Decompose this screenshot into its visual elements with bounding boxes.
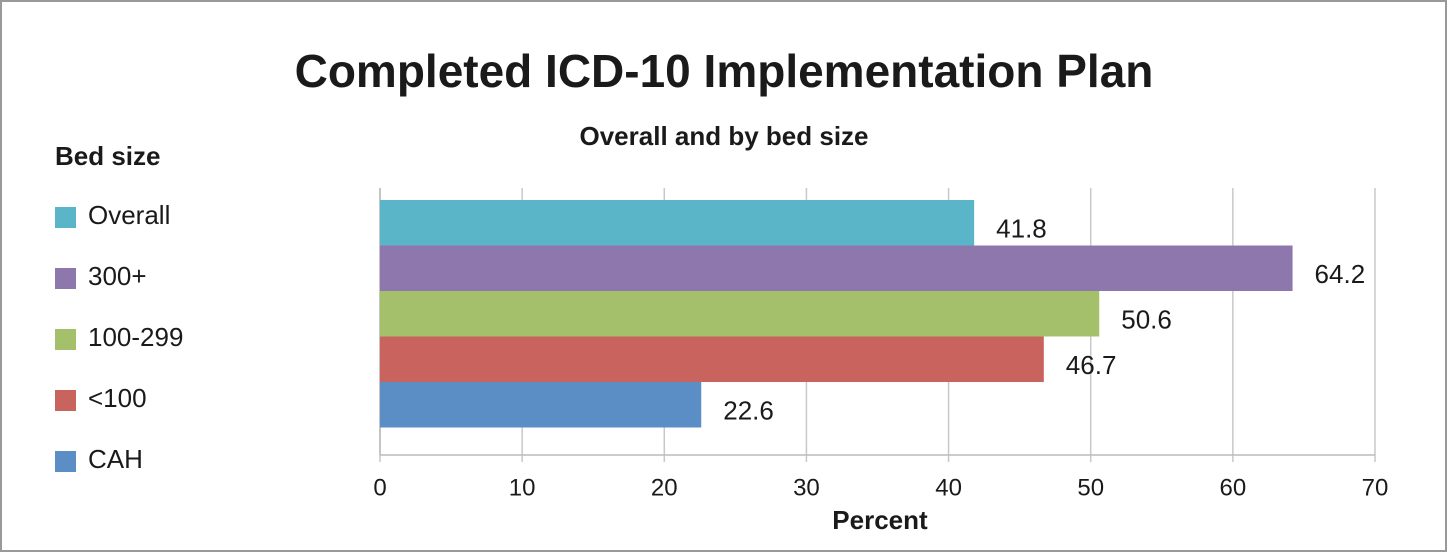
legend-label: CAH: [88, 444, 143, 474]
bar: [380, 200, 975, 246]
x-tick-label: 10: [509, 474, 536, 501]
bar: [380, 382, 702, 428]
data-label: 50.6: [1121, 305, 1172, 335]
x-tick-label: 20: [651, 474, 678, 501]
data-label: 41.8: [996, 214, 1047, 244]
bar: [380, 291, 1100, 337]
legend-swatch: [55, 329, 76, 350]
bar: [380, 245, 1293, 291]
data-label: 64.2: [1315, 259, 1366, 289]
x-tick-label: 0: [373, 474, 386, 501]
bar: [380, 336, 1044, 382]
legend-label: Overall: [88, 200, 170, 230]
x-tick-label: 70: [1362, 474, 1389, 501]
data-label: 46.7: [1066, 350, 1117, 380]
legend-label: 300+: [88, 261, 147, 291]
chart-title: Completed ICD-10 Implementation Plan: [295, 45, 1154, 97]
x-tick-label: 30: [793, 474, 820, 501]
legend-title: Bed size: [55, 141, 161, 171]
x-tick-label: 60: [1220, 474, 1247, 501]
legend-swatch: [55, 390, 76, 411]
legend-swatch: [55, 451, 76, 472]
legend-label: 100-299: [88, 322, 183, 352]
legend-swatch: [55, 268, 76, 289]
x-tick-label: 50: [1077, 474, 1104, 501]
chart-subtitle: Overall and by bed size: [580, 121, 869, 151]
x-axis-label: Percent: [832, 505, 928, 535]
data-label: 22.6: [723, 396, 774, 426]
legend-label: <100: [88, 383, 147, 413]
x-tick-label: 40: [935, 474, 962, 501]
legend-swatch: [55, 207, 76, 228]
